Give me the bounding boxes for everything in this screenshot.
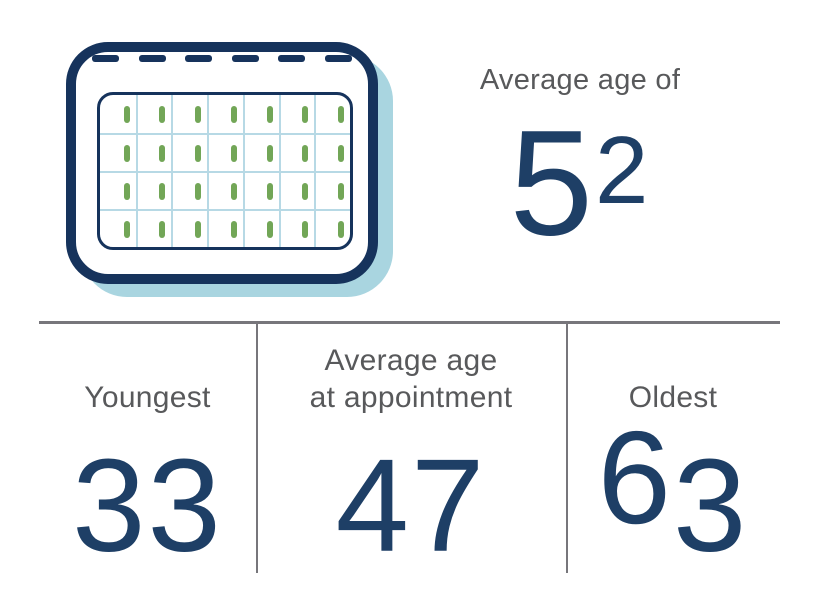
top-section: Average age of 52 xyxy=(66,0,740,322)
calendar-cell xyxy=(100,209,136,247)
stat-youngest: Youngest 33 xyxy=(39,324,256,584)
tally-mark-icon xyxy=(195,220,202,238)
calendar-cell xyxy=(135,171,172,209)
tally-mark-icon xyxy=(123,182,130,200)
tally-mark-icon xyxy=(159,105,166,123)
stat-average-at-appointment: Average age at appointment 47 xyxy=(256,324,566,584)
calendar-cell xyxy=(207,95,243,133)
tally-mark-icon xyxy=(266,182,273,200)
tally-mark-icon xyxy=(302,105,309,123)
calendar-dash xyxy=(185,55,213,62)
digit: 3 xyxy=(673,431,749,579)
digit: 3 xyxy=(147,431,223,579)
calendar-cell xyxy=(314,171,350,209)
calendar-dash xyxy=(324,55,352,62)
calendar-cell xyxy=(278,133,315,171)
calendar-cell xyxy=(314,133,350,171)
tally-mark-icon xyxy=(266,105,273,123)
horizontal-divider xyxy=(39,321,780,324)
tally-mark-icon xyxy=(266,144,273,162)
vertical-divider-1 xyxy=(256,322,258,573)
tally-mark-icon xyxy=(338,182,344,200)
tally-mark-icon xyxy=(195,144,202,162)
tally-mark-icon xyxy=(338,105,344,123)
calendar-cell xyxy=(135,133,172,171)
calendar-cell xyxy=(100,171,136,209)
calendar-cell xyxy=(314,209,350,247)
header-value: 52 xyxy=(420,76,740,258)
calendar-cell xyxy=(278,209,315,247)
stat-value: 63 xyxy=(597,404,749,572)
calendar-cell xyxy=(171,133,208,171)
tally-mark-icon xyxy=(338,220,344,238)
calendar-cell xyxy=(207,133,243,171)
digit: 6 xyxy=(597,404,673,551)
calendar-icon xyxy=(66,42,393,297)
calendar-cell xyxy=(242,171,279,209)
tally-mark-icon xyxy=(159,144,166,162)
calendar-dash xyxy=(278,55,306,62)
stat-label: Oldest xyxy=(628,381,718,414)
tally-mark-icon xyxy=(302,220,309,238)
calendar-grid xyxy=(97,92,353,250)
calendar-cell xyxy=(100,133,136,171)
tally-mark-icon xyxy=(159,182,166,200)
stat-value: 33 xyxy=(72,412,223,571)
calendar-cell xyxy=(135,95,172,133)
tally-mark-icon xyxy=(266,220,273,238)
calendar-cell xyxy=(135,209,172,247)
tally-mark-icon xyxy=(230,144,237,162)
stat-label: Youngest xyxy=(84,381,211,414)
calendar-cell xyxy=(207,171,243,209)
calendar-cell xyxy=(242,95,279,133)
calendar-cell xyxy=(278,171,315,209)
tally-mark-icon xyxy=(302,182,309,200)
calendar-cell xyxy=(100,95,136,133)
tally-mark-icon xyxy=(230,182,237,200)
tally-mark-icon xyxy=(123,105,130,123)
calendar-cell xyxy=(171,209,208,247)
tally-mark-icon xyxy=(123,220,130,238)
calendar-cell xyxy=(242,209,279,247)
calendar-cell xyxy=(278,95,315,133)
digit: 3 xyxy=(72,431,148,579)
calendar-cell xyxy=(207,209,243,247)
header: Average age of 52 xyxy=(420,0,740,322)
tally-mark-icon xyxy=(123,144,130,162)
header-label: Average age of xyxy=(479,64,681,96)
tally-mark-icon xyxy=(159,220,166,238)
tally-mark-icon xyxy=(230,220,237,238)
calendar-dash xyxy=(92,55,119,62)
calendar-cell xyxy=(242,133,279,171)
digit: 5 xyxy=(509,98,596,267)
digit: 4 xyxy=(335,431,411,579)
calendar-dash xyxy=(231,55,259,62)
digit: 2 xyxy=(595,117,651,224)
vertical-divider-2 xyxy=(566,322,568,573)
calendar-dash xyxy=(138,55,166,62)
calendar-cell xyxy=(171,171,208,209)
tally-mark-icon xyxy=(195,105,202,123)
stat-value: 47 xyxy=(336,412,487,571)
stats-section: Youngest 33 Average age at appointment 4… xyxy=(39,324,780,584)
stat-label: Average age at appointment xyxy=(309,344,513,414)
stat-oldest: Oldest 63 xyxy=(566,324,780,584)
calendar-cell xyxy=(314,95,350,133)
tally-mark-icon xyxy=(230,105,237,123)
tally-mark-icon xyxy=(302,144,309,162)
tally-mark-icon xyxy=(195,182,202,200)
calendar-binding-dashes xyxy=(92,55,352,62)
digit: 7 xyxy=(411,431,487,579)
tally-mark-icon xyxy=(338,144,344,162)
calendar-cell xyxy=(171,95,207,133)
